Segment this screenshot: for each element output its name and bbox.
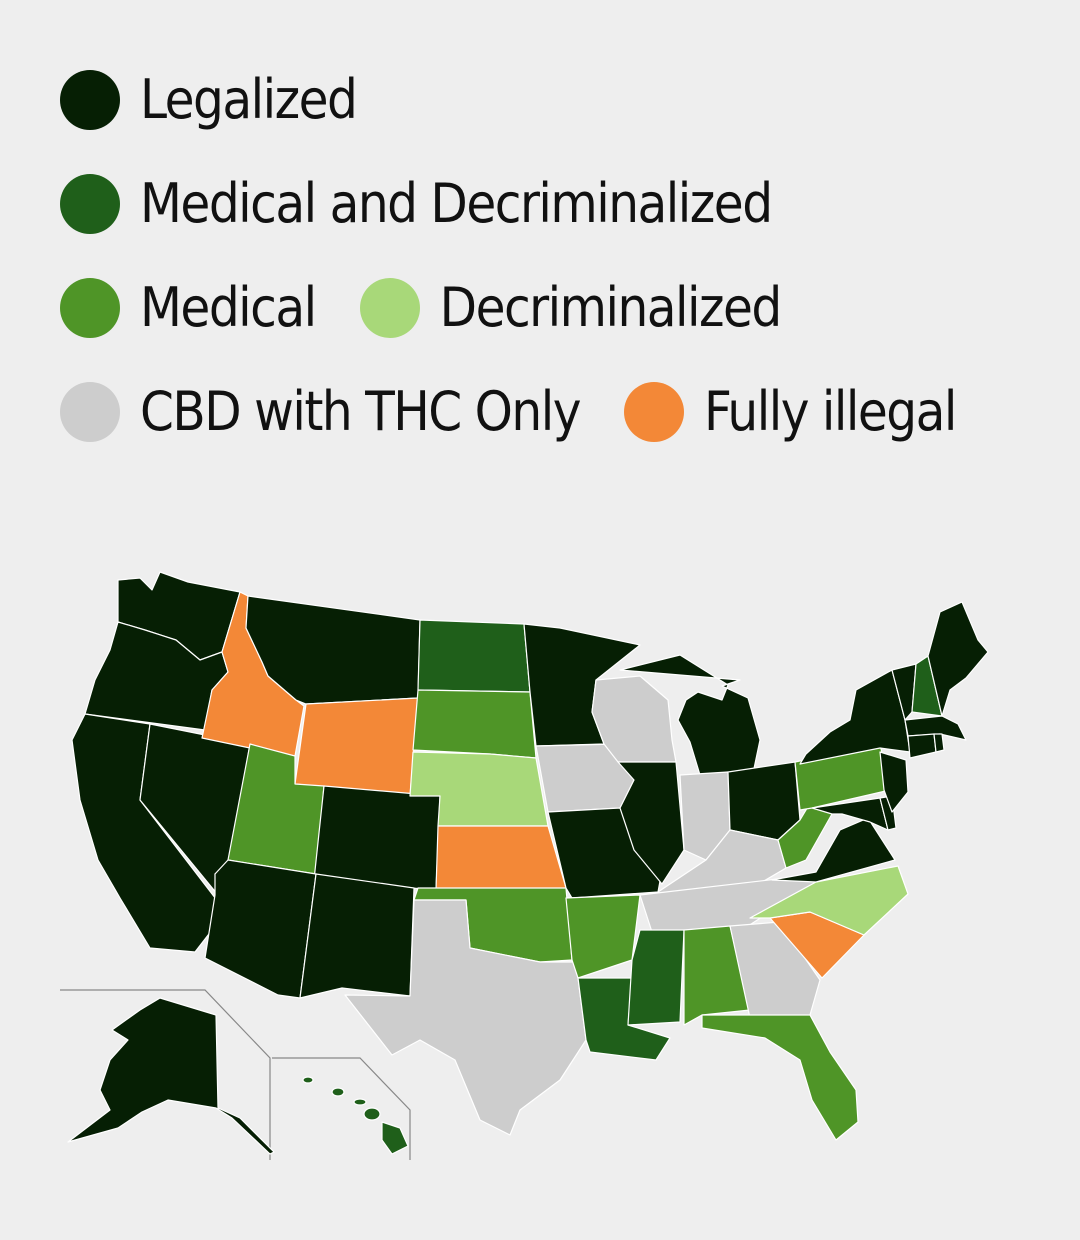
legend-swatch-legalized: [60, 70, 120, 130]
state-fl: [701, 1014, 859, 1141]
legend-label-fully-illegal: Fully illegal: [703, 380, 957, 443]
state-nm: [299, 873, 415, 999]
state-al: [683, 925, 751, 1026]
state-mi: [619, 654, 761, 779]
inset-frame: [60, 989, 411, 1160]
legend-item-medical-decriminalized: Medical and Decriminalized: [60, 172, 773, 236]
state-wy: [294, 697, 419, 797]
state-ar: [565, 894, 641, 979]
state-ny: [799, 669, 911, 765]
state-nj: [879, 751, 909, 813]
state-ct: [907, 733, 937, 759]
map-legend: Legalized Medical and Decriminalized Med…: [60, 68, 1000, 484]
legend-label-medical-decriminalized: Medical and Decriminalized: [140, 172, 773, 235]
state-ak: [67, 997, 275, 1155]
legend-item-medical: Medical: [60, 276, 317, 340]
state-nd: [417, 619, 531, 693]
state-il: [617, 761, 685, 885]
legend-swatch-decriminalized: [359, 278, 420, 338]
legend-item-fully-illegal: Fully illegal: [623, 380, 957, 444]
state-ga: [729, 921, 821, 1019]
legend-swatch-cbd: [60, 382, 120, 442]
state-hi: [302, 1076, 409, 1155]
legend-label-legalized: Legalized: [140, 68, 358, 131]
state-oh: [727, 761, 801, 841]
state-tx: [344, 899, 587, 1136]
legend-item-cbd: CBD with THC Only: [60, 380, 581, 444]
state-az: [204, 859, 317, 999]
legend-label-medical: Medical: [140, 276, 317, 339]
state-me: [927, 601, 989, 717]
legend-row: Legalized: [60, 68, 1000, 132]
legend-swatch-medical-decriminalized: [60, 174, 120, 234]
legend-label-decriminalized: Decriminalized: [439, 276, 783, 339]
state-ri: [933, 733, 945, 753]
legend-row: Medical Decriminalized: [60, 276, 1000, 340]
legend-item-legalized: Legalized: [60, 68, 358, 132]
legend-label-cbd: CBD with THC Only: [140, 380, 581, 443]
legend-row: Medical and Decriminalized: [60, 172, 1000, 236]
state-sd: [412, 689, 537, 759]
state-co: [313, 785, 441, 891]
state-ms: [627, 929, 685, 1026]
state-ks: [435, 825, 567, 891]
us-map: [60, 571, 989, 1160]
legend-row: CBD with THC Only Fully illegal: [60, 380, 1000, 444]
legend-swatch-fully-illegal: [623, 382, 684, 442]
legend-swatch-medical: [60, 278, 120, 338]
state-nc: [749, 865, 909, 936]
legend-item-decriminalized: Decriminalized: [359, 276, 783, 340]
